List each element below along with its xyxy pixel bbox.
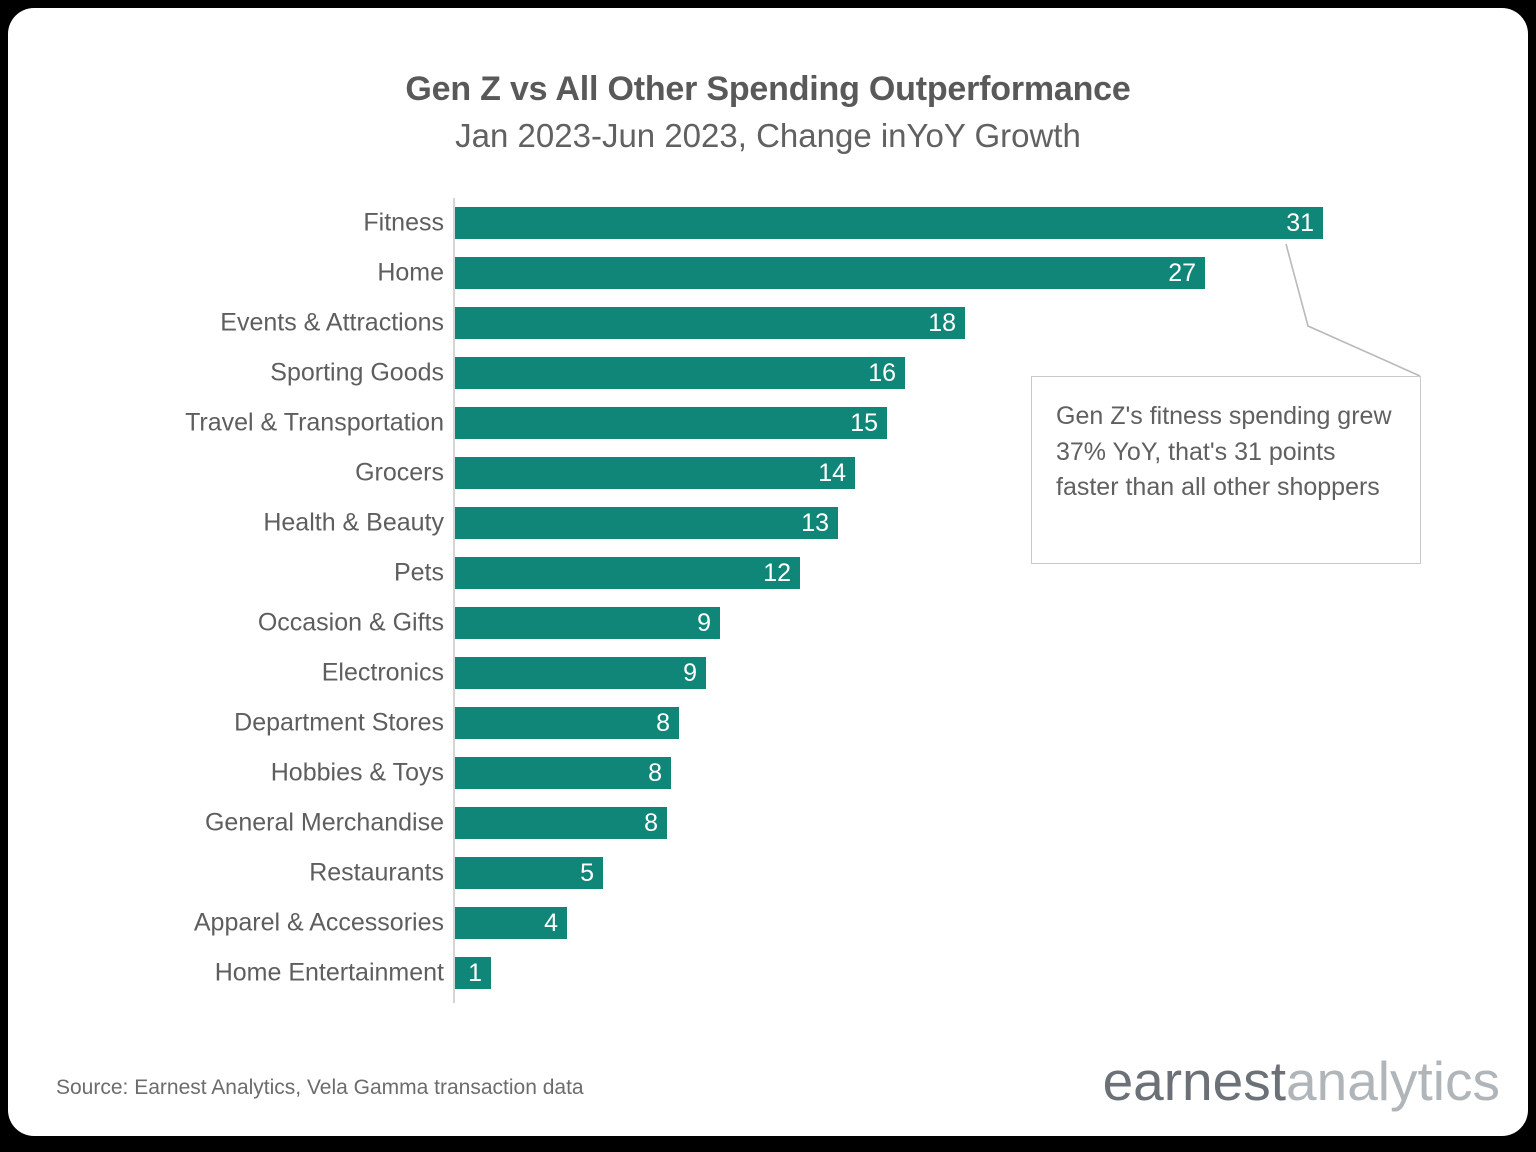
category-label: Sporting Goods [270,358,444,387]
bar-value-label: 15 [850,408,878,437]
annotation-text: Gen Z's fitness spending grew 37% YoY, t… [1056,402,1392,501]
bar-value-label: 8 [648,758,662,787]
bar: 8 [455,707,679,739]
category-label: Department Stores [234,708,444,737]
bar: 9 [455,657,706,689]
chart-row: Department Stores 8 [8,698,1528,748]
bar: 1 [455,957,491,989]
bar-value-label: 16 [868,358,896,387]
bar-value-label: 4 [544,908,558,937]
category-label: Pets [393,558,444,587]
y-axis-line [453,198,455,1003]
bar-value-label: 13 [801,508,829,537]
title-block: Gen Z vs All Other Spending Outperforman… [8,68,1528,157]
bar-value-label: 31 [1286,208,1314,237]
chart-row: Home Entertainment 1 [8,948,1528,998]
category-label: General Merchandise [204,808,444,837]
category-label: Occasion & Gifts [257,608,444,637]
category-label: Electronics [321,658,444,687]
bar: 16 [455,357,905,389]
bar: 5 [455,857,603,889]
page-title: Gen Z vs All Other Spending Outperforman… [405,70,1131,108]
category-label: Travel & Transportation [185,408,444,437]
bar: 31 [455,207,1323,239]
bar-value-label: 9 [683,658,697,687]
annotation-callout: Gen Z's fitness spending grew 37% YoY, t… [1031,376,1421,564]
bar-value-label: 8 [644,808,658,837]
chart-row: Occasion & Gifts 9 [8,598,1528,648]
chart-card: Gen Z vs All Other Spending Outperforman… [8,8,1528,1136]
logo-light-text: analytics [1286,1050,1500,1112]
bar-value-label: 5 [580,858,594,887]
bar: 8 [455,807,667,839]
chart-row: Fitness 31 [8,198,1528,248]
bar: 8 [455,757,671,789]
bar-value-label: 1 [468,958,482,987]
chart-row: Events & Attractions 18 [8,298,1528,348]
category-label: Health & Beauty [263,508,444,537]
bar-value-label: 12 [763,558,791,587]
category-label: Home Entertainment [214,958,444,987]
chart-row: Home 27 [8,248,1528,298]
chart-row: Travel & Transportation 15 [8,398,1528,448]
category-label: Events & Attractions [220,308,444,337]
bar-chart-plot-area: Fitness 31 Home 27 Events & Attractions 18 Spo… [8,198,1528,1018]
chart-row: Apparel & Accessories 4 [8,898,1528,948]
earnest-analytics-logo: earnestanalytics [1103,1054,1500,1109]
chart-row: General Merchandise 8 [8,798,1528,848]
chart-row: Sporting Goods 16 [8,348,1528,398]
bar: 13 [455,507,838,539]
source-note: Source: Earnest Analytics, Vela Gamma tr… [56,1076,584,1099]
chart-row: Health & Beauty 13 [8,498,1528,548]
logo-bold-text: earnest [1102,1050,1287,1112]
bar: 9 [455,607,720,639]
chart-row: Hobbies & Toys 8 [8,748,1528,798]
category-label: Home [377,258,444,287]
chart-row: Grocers 14 [8,448,1528,498]
bar-value-label: 27 [1168,258,1196,287]
category-label: Apparel & Accessories [193,908,444,937]
bar-value-label: 14 [818,458,846,487]
chart-row: Restaurants 5 [8,848,1528,898]
chart-subtitle: Jan 2023-Jun 2023, Change inYoY Growth [455,116,1081,154]
bar-value-label: 8 [656,708,670,737]
bar: 14 [455,457,855,489]
category-label: Hobbies & Toys [270,758,444,787]
bar: 18 [455,307,965,339]
bar-value-label: 9 [697,608,711,637]
category-label: Fitness [363,208,444,237]
bar: 4 [455,907,567,939]
bar-value-label: 18 [928,308,956,337]
category-label: Grocers [355,458,444,487]
chart-row: Electronics 9 [8,648,1528,698]
chart-row: Pets 12 [8,548,1528,598]
bar: 12 [455,557,800,589]
bar: 15 [455,407,887,439]
bar: 27 [455,257,1205,289]
category-label: Restaurants [309,858,444,887]
